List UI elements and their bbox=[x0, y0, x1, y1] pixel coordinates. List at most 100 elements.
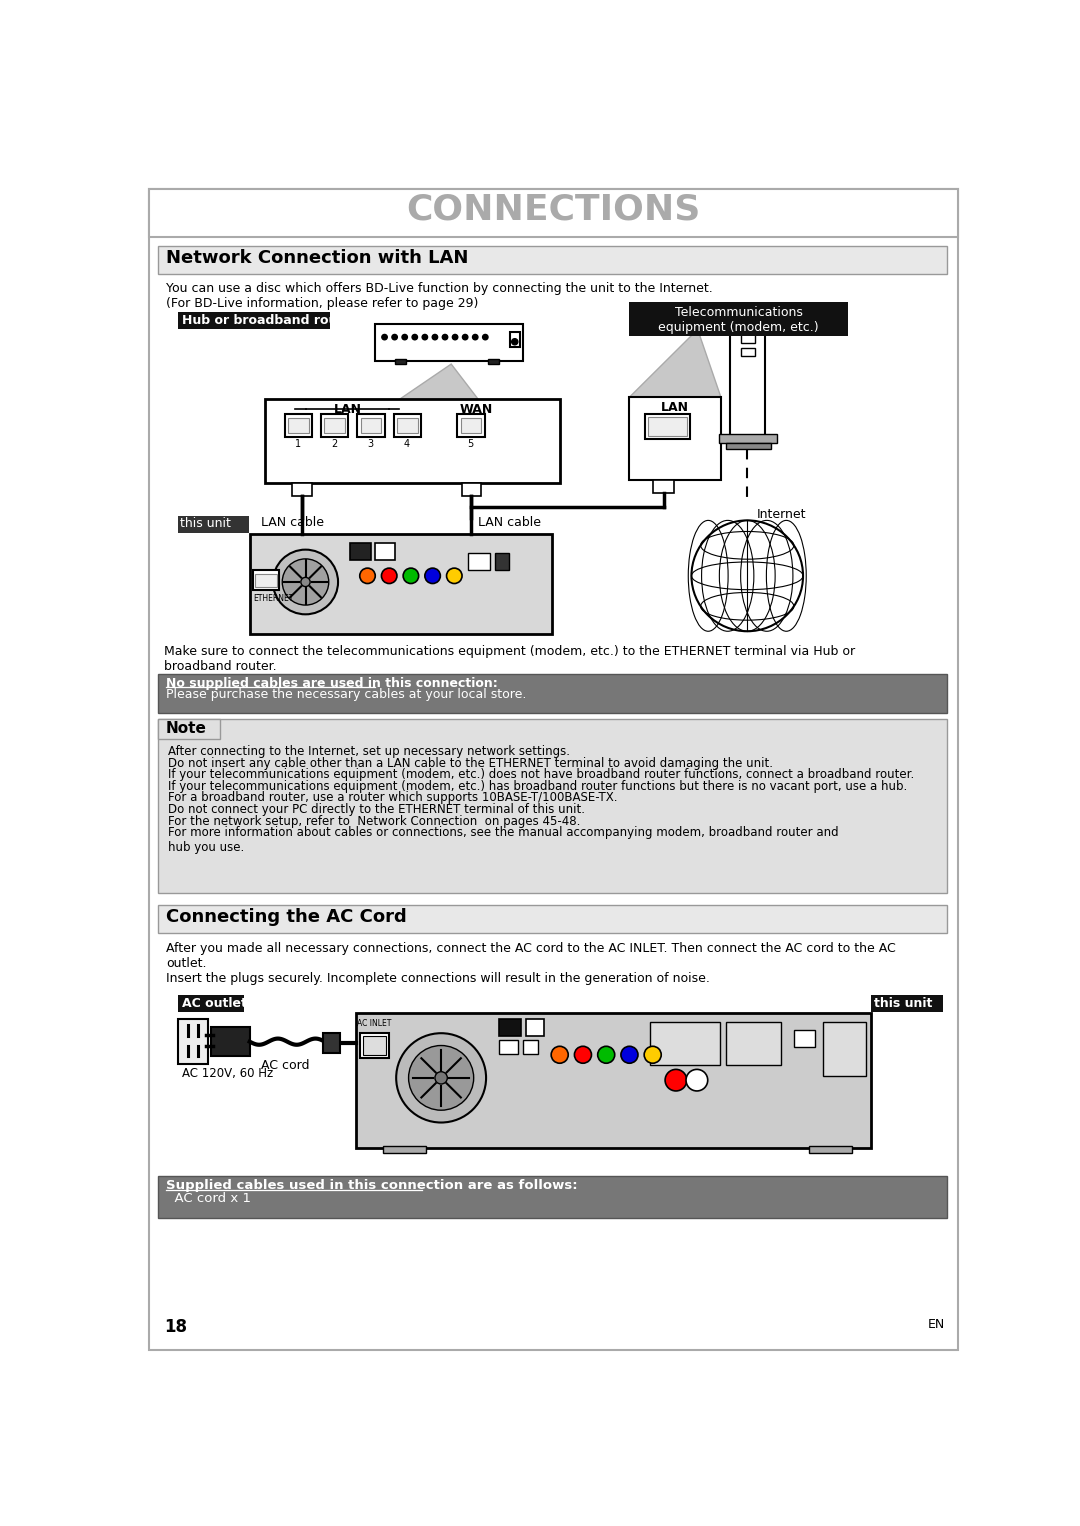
Bar bbox=[253, 571, 279, 591]
Bar bbox=[159, 719, 220, 739]
Bar bbox=[357, 414, 384, 438]
Bar bbox=[499, 1019, 521, 1036]
Text: 3: 3 bbox=[367, 439, 374, 449]
Text: 5: 5 bbox=[468, 439, 474, 449]
Bar bbox=[495, 552, 509, 569]
Bar bbox=[323, 1033, 340, 1053]
Text: After you made all necessary connections, connect the AC cord to the AC INLET. T: After you made all necessary connections… bbox=[166, 942, 895, 984]
Bar bbox=[645, 414, 690, 439]
Circle shape bbox=[512, 339, 517, 345]
Bar bbox=[266, 398, 559, 484]
Polygon shape bbox=[630, 330, 721, 397]
Circle shape bbox=[686, 1070, 707, 1091]
Bar bbox=[159, 246, 947, 275]
Bar bbox=[526, 1019, 544, 1036]
Bar bbox=[356, 1013, 872, 1148]
Circle shape bbox=[473, 334, 478, 340]
Circle shape bbox=[403, 568, 419, 583]
Bar bbox=[726, 443, 770, 449]
Circle shape bbox=[551, 1047, 568, 1064]
Bar bbox=[361, 418, 381, 433]
Circle shape bbox=[422, 334, 428, 340]
Bar bbox=[726, 1022, 781, 1065]
Bar bbox=[653, 481, 674, 493]
Bar bbox=[462, 484, 482, 496]
Text: Supplied cables used in this connection are as follows:: Supplied cables used in this connection … bbox=[166, 1180, 578, 1192]
Bar bbox=[460, 418, 482, 433]
Bar bbox=[159, 1177, 947, 1218]
Circle shape bbox=[443, 334, 448, 340]
Text: LAN: LAN bbox=[334, 403, 362, 415]
Bar bbox=[719, 433, 777, 444]
Bar bbox=[458, 414, 485, 438]
Bar bbox=[287, 418, 309, 433]
Circle shape bbox=[282, 559, 328, 606]
Text: Make sure to connect the telecommunications equipment (modem, etc.) to the ETHER: Make sure to connect the telecommunicati… bbox=[164, 645, 855, 673]
Bar bbox=[324, 418, 345, 433]
Bar bbox=[249, 534, 552, 635]
Text: this unit: this unit bbox=[180, 517, 231, 531]
Text: LAN cable: LAN cable bbox=[260, 516, 324, 530]
Bar bbox=[823, 1022, 866, 1076]
Circle shape bbox=[273, 549, 338, 615]
Text: EN: EN bbox=[928, 1318, 945, 1331]
Bar bbox=[809, 1146, 852, 1154]
Bar bbox=[741, 334, 755, 342]
Circle shape bbox=[301, 577, 310, 586]
Bar bbox=[159, 719, 947, 893]
Bar bbox=[741, 320, 755, 328]
Text: WAN: WAN bbox=[459, 403, 492, 415]
Bar bbox=[730, 307, 765, 436]
Text: 1: 1 bbox=[295, 439, 301, 449]
Text: Connecting the AC Cord: Connecting the AC Cord bbox=[166, 908, 407, 926]
Polygon shape bbox=[333, 365, 513, 446]
Bar bbox=[177, 313, 329, 330]
Circle shape bbox=[432, 334, 437, 340]
Bar bbox=[178, 1019, 207, 1064]
Bar bbox=[394, 360, 406, 365]
Text: If your telecommunications equipment (modem, etc.) has broadband router function: If your telecommunications equipment (mo… bbox=[167, 780, 907, 794]
Bar bbox=[375, 324, 523, 362]
Bar bbox=[394, 414, 421, 438]
Circle shape bbox=[435, 1071, 447, 1083]
Bar bbox=[383, 1146, 426, 1154]
Text: LAN: LAN bbox=[661, 401, 689, 414]
Circle shape bbox=[408, 1045, 474, 1111]
Text: After connecting to the Internet, set up necessary network settings.: After connecting to the Internet, set up… bbox=[167, 745, 569, 758]
Bar bbox=[510, 331, 521, 346]
Bar bbox=[177, 516, 248, 533]
Bar bbox=[523, 1041, 538, 1054]
Text: Note: Note bbox=[166, 722, 207, 737]
Circle shape bbox=[360, 568, 375, 583]
Bar bbox=[149, 189, 958, 237]
Circle shape bbox=[381, 568, 397, 583]
Text: For the network setup, refer to  Network Connection  on pages 45-48.: For the network setup, refer to Network … bbox=[167, 815, 580, 827]
Text: AC outlet: AC outlet bbox=[181, 996, 246, 1010]
Bar bbox=[630, 397, 721, 481]
Bar bbox=[375, 543, 394, 560]
Circle shape bbox=[691, 520, 804, 632]
Text: ETHERNET: ETHERNET bbox=[254, 594, 294, 603]
Bar bbox=[159, 905, 947, 932]
Text: Hub or broadband router: Hub or broadband router bbox=[181, 314, 357, 327]
Circle shape bbox=[396, 1033, 486, 1123]
Text: 4: 4 bbox=[404, 439, 410, 449]
Text: AC 120V, 60 Hz: AC 120V, 60 Hz bbox=[181, 1067, 273, 1080]
Bar bbox=[872, 995, 943, 1012]
Circle shape bbox=[462, 334, 468, 340]
Text: Do not connect your PC directly to the ETHERNET terminal of this unit.: Do not connect your PC directly to the E… bbox=[167, 803, 584, 816]
Text: No supplied cables are used in this connection:: No supplied cables are used in this conn… bbox=[166, 678, 498, 690]
Text: Do not insert any cable other than a LAN cable to the ETHERNET terminal to avoid: Do not insert any cable other than a LAN… bbox=[167, 757, 772, 769]
Circle shape bbox=[382, 334, 388, 340]
Bar bbox=[177, 995, 243, 1012]
Bar bbox=[284, 414, 312, 438]
Bar bbox=[159, 674, 947, 713]
Circle shape bbox=[575, 1047, 592, 1064]
Bar bbox=[469, 552, 490, 569]
Bar bbox=[293, 484, 312, 496]
Circle shape bbox=[402, 334, 407, 340]
Circle shape bbox=[621, 1047, 638, 1064]
Bar bbox=[397, 418, 418, 433]
Bar bbox=[321, 414, 348, 438]
Circle shape bbox=[413, 334, 418, 340]
